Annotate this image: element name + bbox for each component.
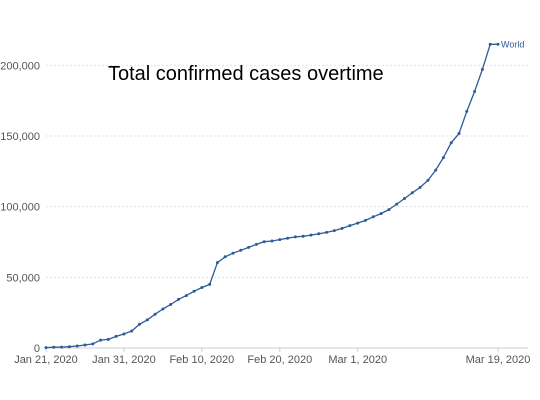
data-point	[480, 67, 484, 71]
data-point	[254, 242, 258, 246]
x-tick-label: Feb 20, 2020	[247, 354, 312, 366]
data-point	[161, 307, 165, 311]
data-point	[457, 132, 461, 135]
data-point	[441, 156, 445, 160]
y-tick-label: 50,000	[6, 272, 40, 284]
data-point	[387, 208, 391, 212]
data-point	[52, 345, 56, 349]
data-point	[153, 312, 157, 316]
x-tick-label: Feb 10, 2020	[169, 354, 234, 366]
data-point	[473, 90, 477, 93]
data-point	[332, 229, 336, 233]
data-point	[301, 234, 305, 238]
data-point	[403, 197, 406, 200]
data-point	[130, 329, 134, 333]
data-point	[114, 334, 118, 338]
data-point	[286, 236, 290, 240]
data-point	[177, 297, 180, 301]
data-point	[67, 345, 71, 349]
data-point	[348, 224, 352, 228]
data-point	[184, 294, 188, 298]
data-point	[449, 141, 453, 145]
x-tick-label: Mar 1, 2020	[328, 354, 387, 366]
x-tick-label: Jan 31, 2020	[92, 354, 156, 366]
series-group: World	[44, 39, 524, 350]
grid-lines	[46, 64, 528, 278]
data-point	[122, 332, 126, 336]
data-point	[247, 245, 251, 249]
data-point	[91, 342, 95, 346]
y-tick-label: 0	[34, 343, 40, 355]
data-point	[75, 344, 79, 348]
data-point	[317, 232, 321, 236]
data-point	[418, 185, 422, 189]
chart-title: Total confirmed cases overtime	[108, 63, 384, 85]
y-tick-label: 200,000	[0, 60, 40, 72]
series-label: World	[501, 39, 524, 49]
x-tick-label: Jan 21, 2020	[14, 354, 78, 366]
data-point	[325, 230, 329, 234]
y-tick-label: 150,000	[0, 131, 40, 143]
data-point	[293, 235, 297, 239]
data-point	[488, 42, 492, 46]
data-point	[215, 261, 219, 265]
data-point	[200, 286, 204, 289]
data-point	[379, 212, 383, 216]
data-point	[208, 282, 212, 286]
data-point	[410, 191, 414, 195]
data-point	[278, 238, 282, 242]
data-point	[60, 345, 64, 349]
y-tick-label: 100,000	[0, 202, 40, 214]
data-point	[364, 218, 367, 222]
x-tick-label: Mar 19, 2020	[466, 354, 531, 366]
data-point	[371, 215, 375, 219]
data-point	[231, 251, 235, 255]
data-point	[99, 338, 103, 342]
data-point	[44, 346, 48, 350]
data-point	[340, 226, 344, 230]
data-point	[83, 343, 87, 347]
data-point	[465, 109, 469, 113]
data-point	[395, 202, 399, 206]
series-line	[45, 43, 498, 349]
data-point	[138, 322, 141, 326]
data-point	[106, 337, 110, 341]
data-point	[145, 318, 149, 322]
data-point	[239, 248, 243, 252]
data-point	[434, 168, 438, 172]
data-point	[309, 233, 313, 237]
data-point	[262, 240, 266, 244]
data-point	[356, 221, 360, 225]
data-point	[496, 42, 500, 46]
y-axis: 0 50,000 100,000 150,000 200,000	[0, 60, 40, 355]
x-axis: Jan 21, 2020 Jan 31, 2020 Feb 10, 2020 Feb …	[14, 348, 530, 366]
data-point	[426, 178, 430, 182]
data-point	[223, 255, 227, 259]
data-point	[270, 239, 274, 243]
data-point	[169, 303, 173, 306]
data-point	[192, 289, 196, 293]
